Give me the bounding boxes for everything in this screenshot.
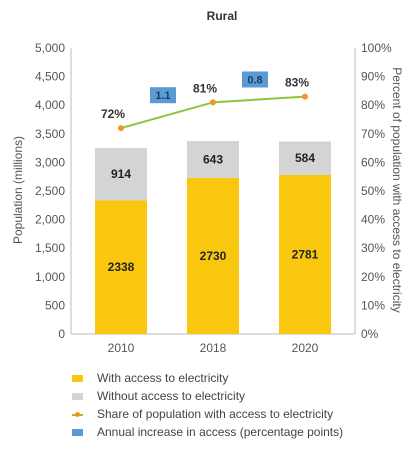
y-tick-label: 3,500 [35, 127, 65, 141]
share-point [302, 93, 308, 100]
chart-title: Rural [207, 9, 238, 23]
bar-with-access [187, 177, 239, 334]
legend-item-with-access: With access to electricity [72, 369, 343, 387]
y-tick-label: 4,000 [35, 98, 65, 112]
right-axis-title: Percent of population with access to ele… [390, 67, 404, 312]
bar-without-access [95, 147, 147, 201]
annual-increase-box [150, 87, 176, 104]
share-line-group: 72% 81% 83% [101, 76, 309, 132]
y-tick-label: 500 [45, 298, 65, 312]
legend-swatch-line [72, 411, 83, 418]
y-tick-label: 4,500 [35, 70, 65, 84]
legend-item-without-access: Without access to electricity [72, 387, 343, 405]
y2-tick-label: 0% [361, 327, 379, 341]
share-point [210, 99, 216, 106]
bar-value-label-with-access: 2730 [200, 249, 227, 263]
x-tick-label: 2018 [200, 341, 227, 355]
y2-tick-label: 20% [361, 270, 385, 284]
bar-without-access [279, 141, 331, 175]
x-tick-label: 2010 [108, 341, 135, 355]
annual-increase-label: 1.1 [155, 90, 170, 102]
share-point [118, 125, 124, 132]
y2-tick-label: 70% [361, 127, 385, 141]
legend-item-increase: Annual increase in access (percentage po… [72, 423, 343, 441]
y2-tick-label: 100% [361, 41, 392, 55]
y-tick-label: 3,000 [35, 155, 65, 169]
share-point-label: 83% [285, 76, 309, 90]
legend: With access to electricity Without acces… [72, 369, 343, 441]
y2-tick-label: 10% [361, 298, 385, 312]
legend-label-with-access: With access to electricity [97, 371, 229, 385]
y2-tick-label: 30% [361, 241, 385, 255]
legend-swatch-yellow [72, 374, 83, 382]
bar-with-access [95, 200, 147, 334]
y2-tick-label: 50% [361, 184, 385, 198]
left-axis-title: Population (millions) [11, 136, 25, 244]
legend-label-share: Share of population with access to elect… [97, 407, 334, 421]
y2-tick-label: 80% [361, 98, 385, 112]
legend-label-increase: Annual increase in access (percentage po… [97, 425, 344, 439]
y-tick-label: 2,500 [35, 184, 65, 198]
x-tick-label: 2020 [292, 341, 319, 355]
bar-without-access [187, 141, 239, 178]
legend-swatch-grey [72, 392, 83, 400]
bar-value-label-without-access: 914 [111, 167, 131, 181]
legend-item-share: Share of population with access to elect… [72, 405, 343, 423]
share-point-label: 72% [101, 107, 125, 121]
legend-label-without-access: Without access to electricity [97, 389, 246, 403]
bar-value-label-without-access: 584 [295, 151, 315, 165]
y2-tick-label: 60% [361, 155, 385, 169]
bar-value-label-with-access: 2781 [292, 247, 319, 261]
y-tick-label: 1,000 [35, 270, 65, 284]
bar-with-access [279, 174, 331, 334]
x-axis-ticks: 2010 2018 2020 [108, 341, 319, 355]
y-tick-label: 5,000 [35, 41, 65, 55]
bars-group: 2338 914 2730 643 2781 584 [95, 141, 331, 334]
y-tick-label: 2,000 [35, 213, 65, 227]
y2-tick-label: 90% [361, 70, 385, 84]
annual-increase-box [242, 71, 268, 88]
legend-swatch-blue [72, 428, 83, 436]
share-point-label: 81% [193, 81, 217, 95]
annual-increase-label: 0.8 [247, 74, 262, 86]
annual-increase-group: 1.1 0.8 [150, 71, 268, 104]
y-tick-label: 0 [58, 327, 65, 341]
bar-value-label-with-access: 2338 [108, 260, 135, 274]
bar-value-label-without-access: 643 [203, 152, 223, 166]
right-axis-ticks: 0% 10% 20% 30% 40% 50% 60% 70% 80% 90% 100% [361, 41, 392, 341]
y-tick-label: 1,500 [35, 241, 65, 255]
left-axis-ticks: 0 500 1,000 1,500 2,000 2,500 3,000 3,500 4,000 4… [35, 41, 65, 341]
y2-tick-label: 40% [361, 213, 385, 227]
